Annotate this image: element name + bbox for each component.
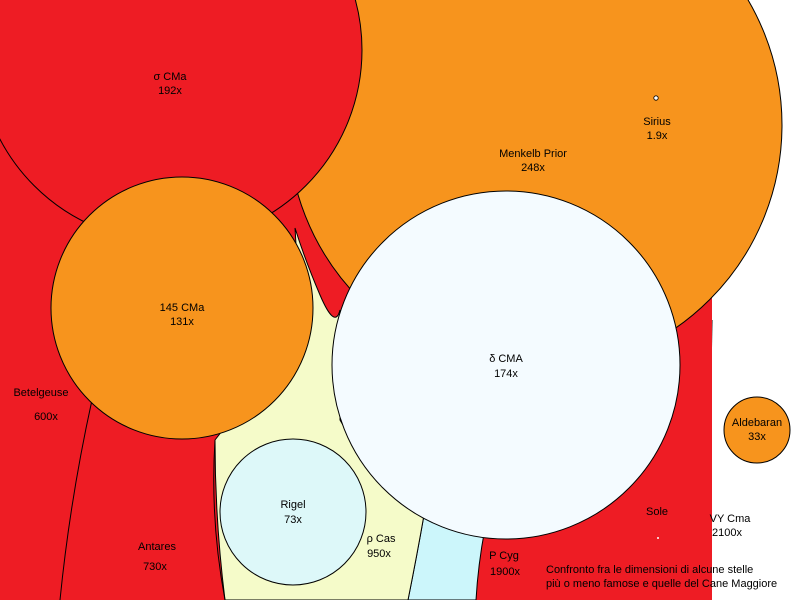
sole-name: Sole (646, 506, 668, 518)
rigel-ratio: 73x (284, 514, 302, 526)
sirius-name: Sirius (643, 116, 671, 128)
sole-disc (657, 537, 659, 539)
delta-cma-disc (331, 190, 681, 540)
sigma-cma-name: σ CMa (153, 71, 187, 83)
p-cyg-name: P Cyg (489, 550, 519, 562)
menkelb-prior-name: Menkelb Prior (499, 148, 567, 160)
aldebaran-name: Aldebaran (732, 417, 782, 429)
cma145-name: 145 CMa (160, 302, 206, 314)
menkelb-prior-ratio: 248x (521, 162, 545, 174)
p-cyg-ratio: 1900x (490, 566, 520, 578)
caption: Confronto fra le dimensioni di alcune st… (546, 563, 800, 591)
cma145-ratio: 131x (170, 316, 194, 328)
aldebaran-ratio: 33x (748, 431, 766, 443)
delta-cma-ratio: 174x (494, 368, 518, 380)
vy-cma-name: VY Cma (710, 513, 752, 525)
antares-ratio: 730x (143, 561, 167, 573)
betelgeuse-name: Betelgeuse (13, 387, 68, 399)
sirius-ratio: 1.9x (647, 130, 668, 142)
rigel-name: Rigel (280, 499, 305, 511)
cma145-disc (50, 176, 314, 440)
caption-line-2: più o meno famose e quelle del Cane Magg… (546, 578, 778, 590)
aldebaran-disc (723, 396, 791, 464)
caption-line-1: Confronto fra le dimensioni di alcune st… (546, 564, 754, 576)
sigma-cma-ratio: 192x (158, 85, 182, 97)
rho-cas-ratio: 950x (367, 548, 391, 560)
betelgeuse-edge (59, 399, 93, 601)
rho-cas-name: ρ Cas (367, 533, 396, 545)
delta-cma-name: δ CMA (489, 353, 523, 365)
antares-edge (213, 439, 226, 601)
antares-name: Antares (138, 541, 176, 553)
betelgeuse-ratio: 600x (34, 411, 58, 423)
rigel-disc (219, 438, 367, 586)
vy-cma-ratio: 2100x (712, 527, 742, 539)
sirius-disc (653, 95, 659, 101)
